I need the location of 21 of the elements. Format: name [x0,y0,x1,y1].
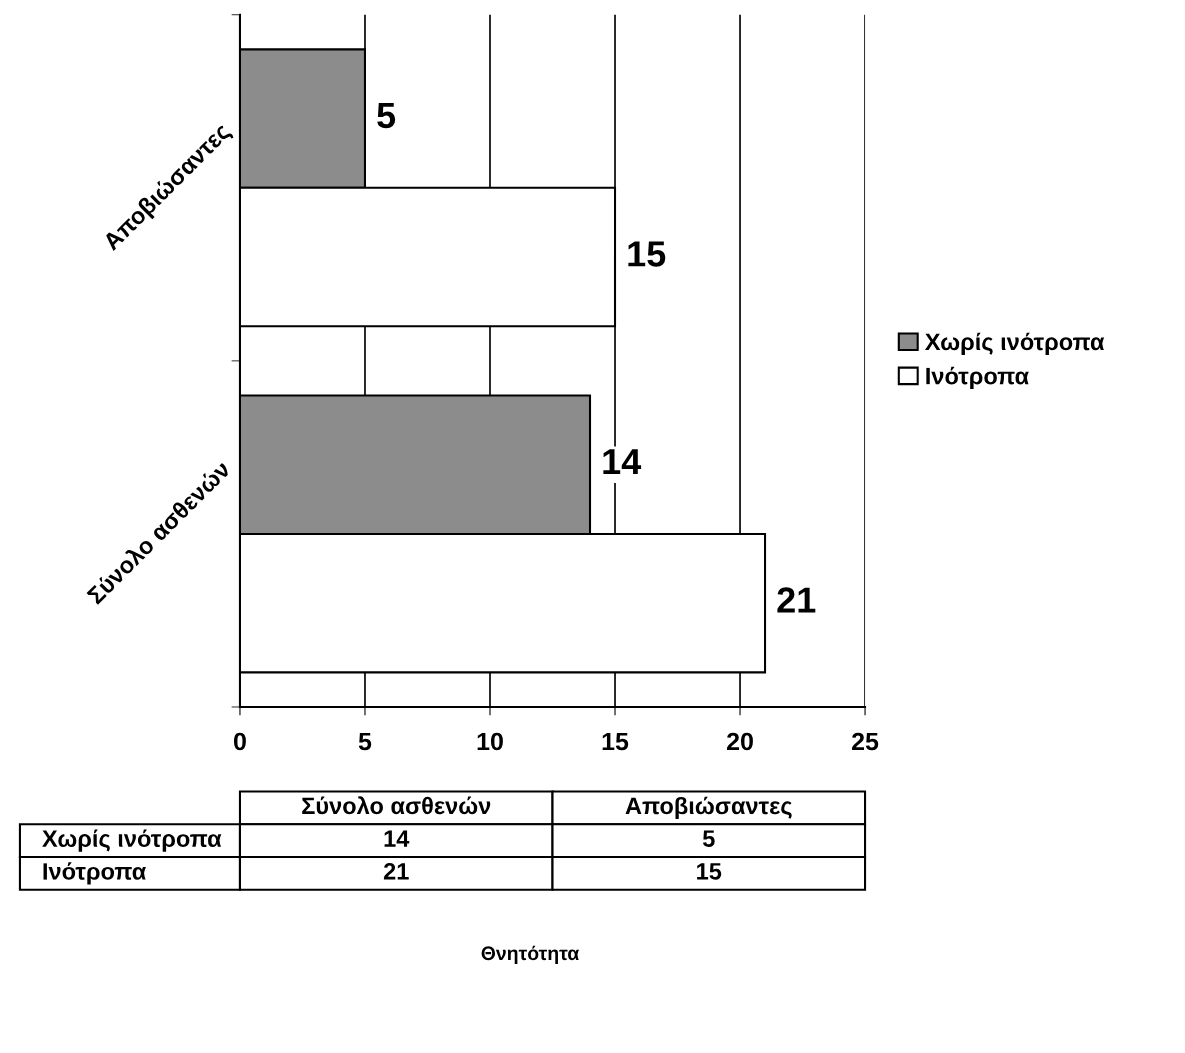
text: 15 [697,863,722,880]
x-tick-label: 0 [234,732,246,751]
x-tick-label: 15 [602,732,629,751]
text: Χωρίς ινότροπα [42,829,222,852]
data-label: 14 [603,449,642,475]
data-label: 21 [777,587,816,613]
text: 21 [383,862,409,880]
data-label: 15 [628,241,666,267]
legend-label: Ινότροπα [926,366,1029,390]
category-label: Αποβιώσαντες [625,796,792,819]
data-label: 5 [377,103,396,129]
x-tick-label: 20 [727,732,753,751]
text: Ινότροπα [43,862,147,885]
text: Θνητότητα [481,945,580,964]
category-label: Σύνολο ασθενών [302,796,491,815]
x-tick-label: 25 [852,732,879,751]
legend-label: Χωρίς ινότροπα [924,332,1105,355]
text: 5 [702,830,715,847]
text: 14 [384,830,410,847]
x-tick-label: 5 [358,732,372,751]
x-tick-label: 10 [477,732,503,751]
